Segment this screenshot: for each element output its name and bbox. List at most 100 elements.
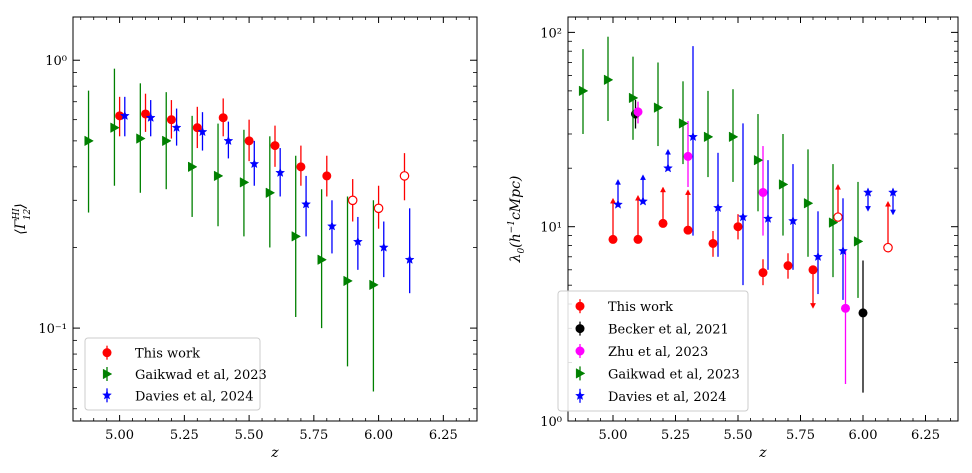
limit-arrow [890, 209, 896, 216]
legend-marker [102, 368, 113, 380]
legend-marker [575, 346, 585, 356]
data-point [728, 131, 739, 143]
data-point [608, 234, 618, 244]
legend-label: Davies et al, 2024 [608, 390, 726, 405]
data-point [213, 170, 224, 182]
data-point [763, 213, 773, 223]
data-point [145, 112, 156, 122]
data-point [853, 236, 864, 247]
data-point [758, 187, 768, 197]
series-davies-et-al-2024 [119, 96, 415, 294]
data-point [613, 199, 623, 209]
right-panel: 5.00 5.25 5.50 5.75 6.00 6.25 10⁰ 10¹ 10² z λ0(h−1… [507, 16, 959, 461]
x-tick-label: 5.00 [105, 428, 134, 443]
limit-arrow [640, 174, 646, 180]
data-point [296, 162, 306, 172]
data-point [404, 254, 415, 264]
left-panel: 5.00 5.25 5.50 5.75 6.00 6.25 10⁻¹ 10⁰ z ⟨ΓHI12⟩ T… [12, 16, 478, 461]
data-point [110, 122, 120, 133]
data-point [633, 107, 643, 117]
limit-arrow [660, 186, 666, 193]
data-point [833, 212, 843, 222]
data-point [813, 251, 823, 261]
x-tick-label: 5.25 [661, 428, 690, 443]
limit-arrow [665, 148, 671, 155]
data-point [783, 261, 793, 271]
limit-arrow [810, 303, 816, 309]
legend-box [557, 290, 749, 412]
data-point [788, 215, 798, 226]
limit-arrow [610, 197, 616, 204]
data-point [373, 203, 384, 214]
x-axis-label: z [270, 445, 279, 461]
data-point [703, 131, 714, 143]
data-point [653, 102, 664, 113]
data-point [628, 92, 639, 104]
x-axis-label: z [758, 445, 767, 461]
data-point [803, 198, 814, 209]
series-this-work [608, 184, 893, 309]
data-point [119, 110, 130, 121]
data-point [192, 123, 202, 133]
legend-label: Gaikwad et al, 2023 [608, 367, 740, 382]
data-point [347, 195, 358, 206]
x-tick-label: 6.00 [364, 428, 393, 443]
legend-marker [575, 390, 585, 400]
data-point [378, 242, 389, 252]
data-point [171, 122, 182, 132]
limit-arrow [685, 189, 691, 195]
data-point [678, 118, 689, 129]
y-tick-label: 10¹ [540, 221, 562, 236]
data-point [322, 171, 332, 181]
series-zhu-et-al-2023 [633, 101, 850, 385]
data-point [733, 222, 743, 232]
data-point [753, 154, 764, 166]
data-point [840, 303, 850, 313]
data-point [301, 199, 311, 209]
data-layer [84, 68, 415, 392]
plot-frame [72, 16, 478, 422]
data-point [603, 74, 614, 86]
data-point [317, 254, 327, 265]
data-point [399, 171, 410, 181]
data-layer [578, 36, 898, 393]
legend-label: Davies et al, 2024 [135, 389, 253, 404]
data-point [638, 196, 648, 206]
data-point [249, 158, 260, 169]
legend-marker [575, 301, 585, 311]
y-axis-label: λ0(h−1cMpc) [507, 176, 527, 264]
x-tick-label: 5.75 [299, 428, 328, 443]
data-point [688, 131, 698, 142]
legend-label: Becker et al, 2021 [608, 323, 729, 338]
plot-frame [567, 16, 959, 422]
legend-label: This work [608, 300, 673, 315]
data-point [244, 136, 254, 146]
legend-label: This work [135, 347, 200, 362]
data-point [883, 242, 893, 253]
data-point [352, 236, 363, 246]
data-point [136, 133, 146, 144]
data-point [369, 279, 379, 291]
limit-arrow [885, 200, 891, 207]
x-tick-label: 6.00 [849, 428, 878, 443]
series-gaikwad-et-al-2023 [84, 68, 379, 392]
legend-marker [102, 348, 112, 358]
data-point [888, 187, 898, 197]
data-point [578, 85, 589, 97]
legend-marker [575, 324, 585, 334]
data-point [758, 268, 768, 278]
x-tick-label: 6.25 [911, 428, 940, 443]
data-point [275, 167, 286, 177]
legend-marker [102, 390, 112, 400]
data-point [327, 221, 337, 231]
legend: This work Gaikwad et al, 2023 Davies et al… [84, 337, 267, 411]
series-this-work [115, 93, 410, 229]
data-point [188, 161, 198, 173]
data-point [838, 245, 848, 256]
data-point [828, 217, 839, 228]
data-point [713, 202, 723, 213]
data-point [683, 225, 693, 235]
data-point [343, 275, 353, 287]
legend: This work Becker et al, 2021 Zhu et al, 20… [557, 290, 749, 412]
series-davies-et-al-2024 [613, 46, 898, 300]
